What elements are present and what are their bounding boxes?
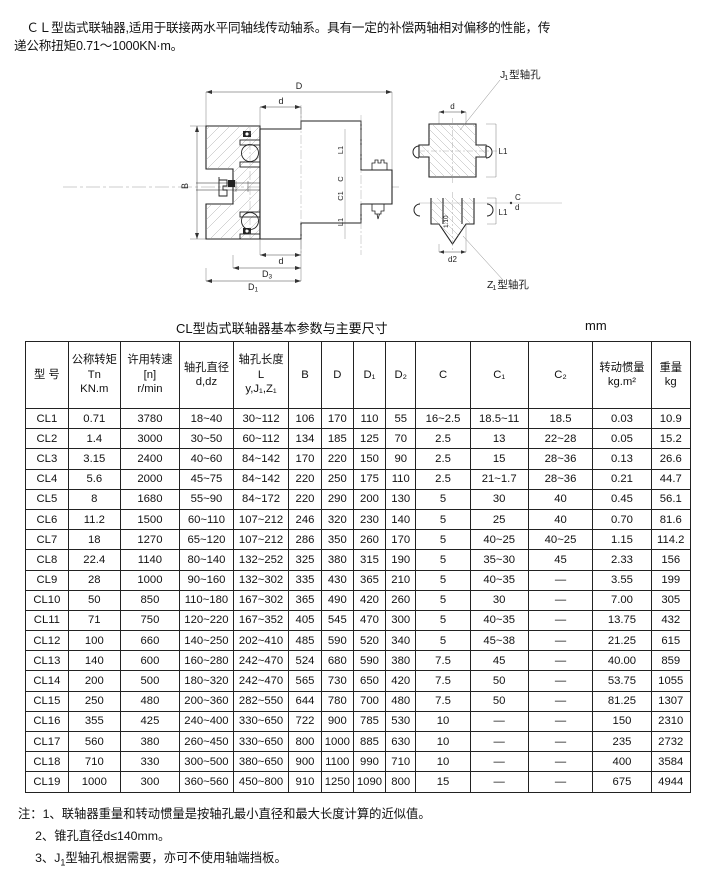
svg-text:C1: C1 — [336, 191, 345, 201]
svg-text:D3: D3 — [262, 269, 273, 281]
svg-text:C: C — [515, 193, 521, 202]
svg-text:d2: d2 — [448, 255, 457, 264]
svg-text:D: D — [296, 81, 303, 91]
svg-text:d: d — [515, 203, 519, 212]
svg-text:C: C — [336, 176, 345, 182]
svg-text:1:10: 1:10 — [443, 215, 450, 228]
svg-text:d: d — [450, 102, 454, 111]
svg-text:J1型轴孔: J1型轴孔 — [500, 68, 541, 82]
svg-text:L1: L1 — [499, 208, 508, 217]
svg-text:D1: D1 — [248, 282, 259, 294]
svg-text:d: d — [278, 256, 283, 266]
svg-text:L1: L1 — [499, 147, 508, 156]
svg-text:d: d — [278, 96, 283, 106]
svg-text:L1: L1 — [336, 146, 345, 154]
svg-text:B: B — [180, 183, 190, 189]
svg-text:L1: L1 — [336, 218, 345, 226]
svg-text:Z1型轴孔: Z1型轴孔 — [487, 278, 529, 292]
